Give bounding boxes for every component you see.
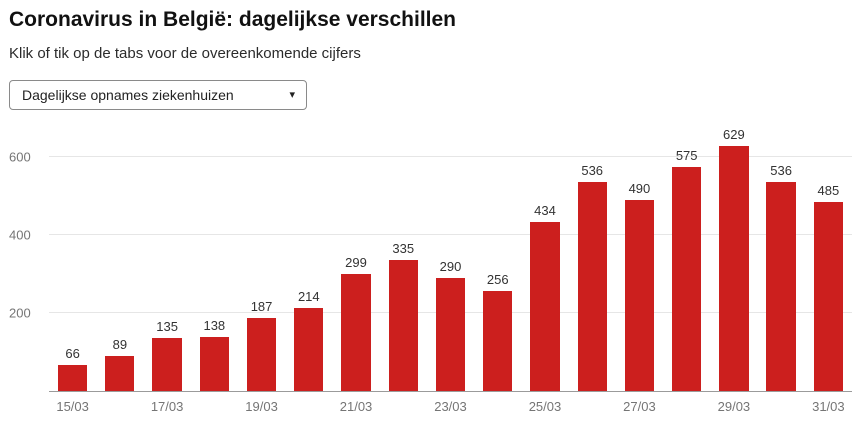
page-subtitle: Klik of tik op de tabs voor de overeenko…	[9, 45, 361, 62]
bar-slot: 66	[49, 126, 96, 391]
x-axis-tick-label: 29/03	[717, 399, 751, 414]
x-axis-tick-label	[663, 399, 710, 414]
bar-slot: 187	[238, 126, 285, 391]
y-axis-tick-label: 200	[9, 305, 31, 321]
x-axis-tick-label: 31/03	[812, 399, 845, 414]
bar[interactable]	[105, 356, 135, 391]
bar-slot: 256	[474, 126, 521, 391]
x-axis-tick-label	[96, 399, 143, 414]
bar[interactable]	[388, 260, 418, 391]
x-axis-tick-label: 19/03	[245, 399, 278, 414]
bar-slot: 536	[758, 126, 805, 391]
x-axis-tick-label	[758, 399, 805, 414]
bar-value-label: 490	[628, 181, 651, 197]
bar-value-label: 629	[723, 126, 745, 142]
bar[interactable]	[719, 145, 749, 391]
bar-slot: 536	[569, 126, 616, 391]
bar-value-label: 66	[65, 346, 80, 362]
x-axis-tick-label	[474, 399, 521, 414]
x-axis: 15/03 17/03 19/03 21/03 23/03 25/03 27/03 29/03…	[49, 399, 852, 414]
x-axis-tick-label	[380, 399, 427, 414]
dropdown-selected-label: Dagelijkse opnames ziekenhuizen	[22, 87, 234, 103]
bar-slot: 89	[96, 126, 143, 391]
bar[interactable]	[199, 337, 229, 391]
bar[interactable]	[294, 307, 324, 391]
bar[interactable]	[672, 166, 702, 391]
bar[interactable]	[766, 182, 796, 391]
bar-slot: 434	[521, 126, 568, 391]
x-axis-tick-label: 15/03	[56, 399, 89, 414]
bar-value-label: 214	[297, 288, 320, 304]
bar-value-label: 256	[486, 272, 509, 288]
x-axis-tick-label: 17/03	[150, 399, 184, 414]
page-title: Coronavirus in België: dagelijkse versch…	[9, 8, 456, 31]
x-axis-tick-label	[569, 399, 616, 414]
bar-slot: 135	[143, 126, 190, 391]
bar[interactable]	[530, 221, 560, 391]
bar-value-label: 89	[112, 337, 128, 353]
x-axis-tick-label: 23/03	[434, 399, 467, 414]
bar[interactable]	[435, 278, 466, 391]
bar-slot: 490	[616, 126, 663, 391]
bar-value-label: 299	[345, 255, 367, 271]
bar[interactable]	[577, 182, 607, 391]
bar-value-label: 135	[156, 319, 178, 335]
bar-slot: 214	[285, 126, 332, 391]
bar-slot: 335	[380, 126, 427, 391]
bar[interactable]	[624, 200, 655, 391]
gridline	[49, 156, 852, 158]
x-axis-tick-label	[191, 399, 238, 414]
bar-value-label: 575	[675, 147, 698, 163]
bar-value-label: 335	[392, 241, 415, 257]
bar-value-label: 187	[250, 299, 273, 315]
bar-value-label: 485	[817, 183, 840, 198]
bar[interactable]	[813, 202, 843, 391]
bar-value-label: 536	[581, 163, 604, 179]
bar-value-label: 434	[534, 202, 556, 218]
chevron-down-icon: ▾	[289, 88, 295, 101]
bar[interactable]	[57, 365, 88, 391]
x-axis-tick-label: 21/03	[339, 399, 373, 414]
page: Coronavirus in België: dagelijkse versch…	[9, 8, 852, 414]
y-axis-tick-label: 400	[9, 227, 31, 243]
plot-area: 66 89 135 138 187 214 299 335 290 256 434 536 490 575…	[9, 126, 852, 392]
bar[interactable]	[152, 338, 182, 391]
x-axis-tick-label: 27/03	[623, 399, 656, 414]
bar-slot: 299	[332, 126, 379, 391]
x-axis-tick-label: 25/03	[528, 399, 562, 414]
bar-value-label: 536	[770, 163, 792, 179]
bar-slot: 138	[191, 126, 238, 391]
bar-slot: 290	[427, 126, 474, 391]
bar[interactable]	[483, 291, 513, 391]
bar[interactable]	[341, 274, 371, 391]
bar-value-label: 290	[439, 259, 462, 274]
y-axis-tick-label: 600	[9, 149, 31, 165]
bar-chart: 66 89 135 138 187 214 299 335 290 256 434 536 490 575…	[9, 126, 852, 414]
gridline	[49, 234, 852, 236]
metric-dropdown[interactable]: Dagelijkse opnames ziekenhuizen ▾	[9, 80, 307, 110]
x-axis-tick-label	[285, 399, 332, 414]
bar-slot: 629	[710, 126, 757, 391]
bar-value-label: 138	[203, 318, 226, 334]
bar-slot: 485	[805, 126, 852, 391]
bar-slot: 575	[663, 126, 710, 391]
bar[interactable]	[246, 318, 277, 391]
bars: 66 89 135 138 187 214 299 335 290 256 434 536 490 575…	[49, 126, 852, 391]
